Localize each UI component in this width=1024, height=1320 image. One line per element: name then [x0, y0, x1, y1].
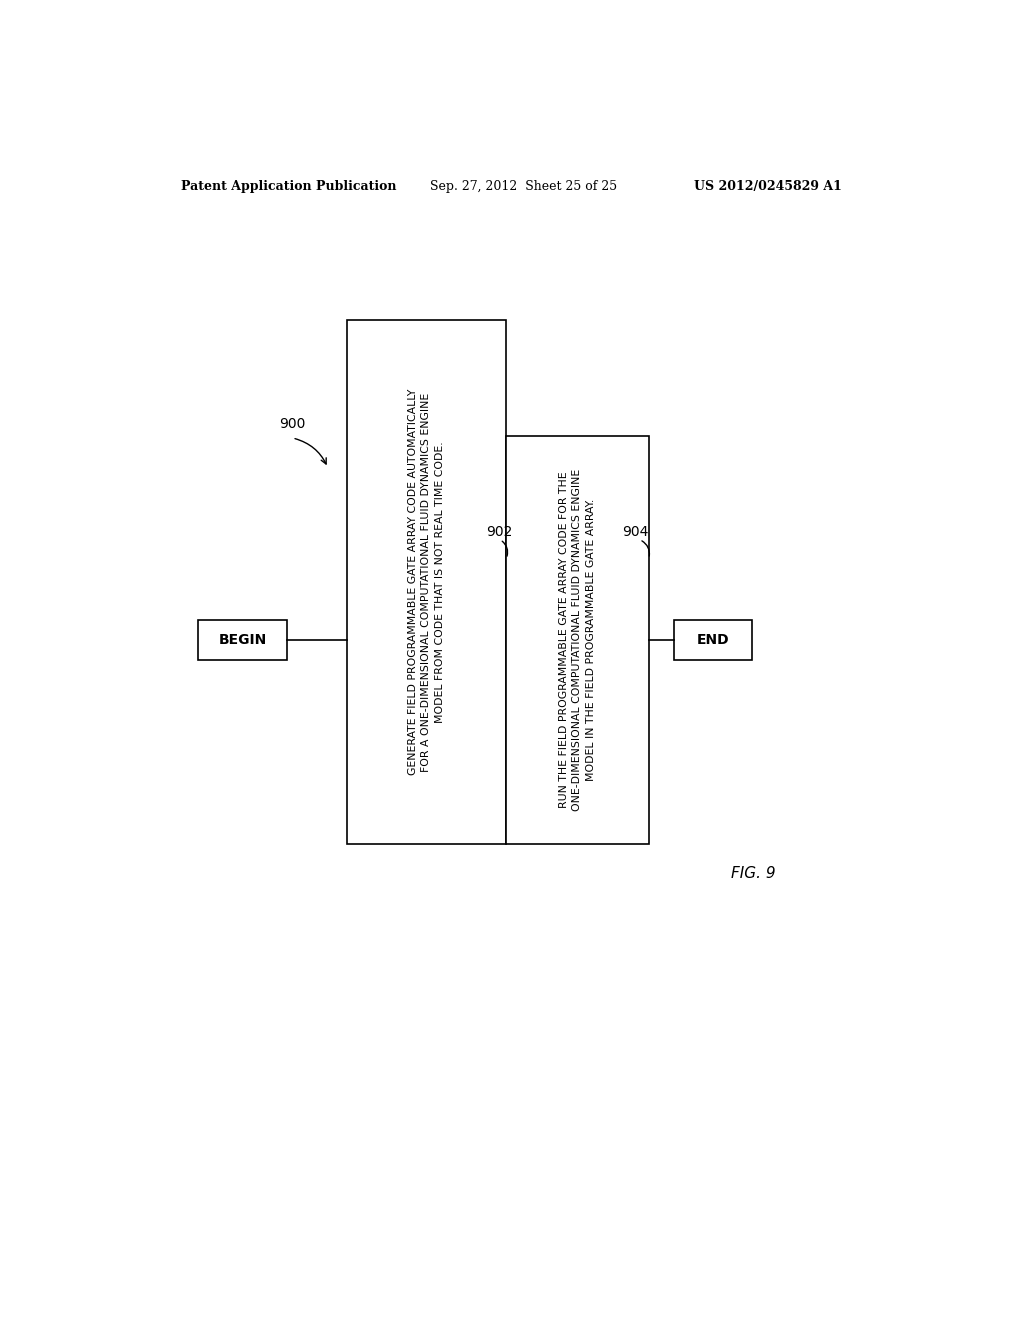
Text: END: END — [696, 632, 729, 647]
Text: 904: 904 — [623, 525, 649, 539]
Text: Sep. 27, 2012  Sheet 25 of 25: Sep. 27, 2012 Sheet 25 of 25 — [430, 181, 617, 194]
Text: BEGIN: BEGIN — [218, 632, 267, 647]
Text: Patent Application Publication: Patent Application Publication — [180, 181, 396, 194]
Text: GENERATE FIELD PROGRAMMABLE GATE ARRAY CODE AUTOMATICALLY
FOR A ONE-DIMENSIONAL : GENERATE FIELD PROGRAMMABLE GATE ARRAY C… — [409, 388, 444, 775]
Text: RUN THE FIELD PROGRAMMABLE GATE ARRAY CODE FOR THE
ONE-DIMENSIONAL COMPUTATIONAL: RUN THE FIELD PROGRAMMABLE GATE ARRAY CO… — [559, 469, 596, 810]
Text: 902: 902 — [486, 525, 512, 539]
Text: US 2012/0245829 A1: US 2012/0245829 A1 — [693, 181, 842, 194]
Text: FIG. 9: FIG. 9 — [731, 866, 775, 882]
Bar — [506, 436, 649, 843]
Bar — [675, 619, 752, 660]
Text: 900: 900 — [280, 417, 305, 430]
Bar — [198, 619, 288, 660]
Bar — [346, 321, 506, 843]
